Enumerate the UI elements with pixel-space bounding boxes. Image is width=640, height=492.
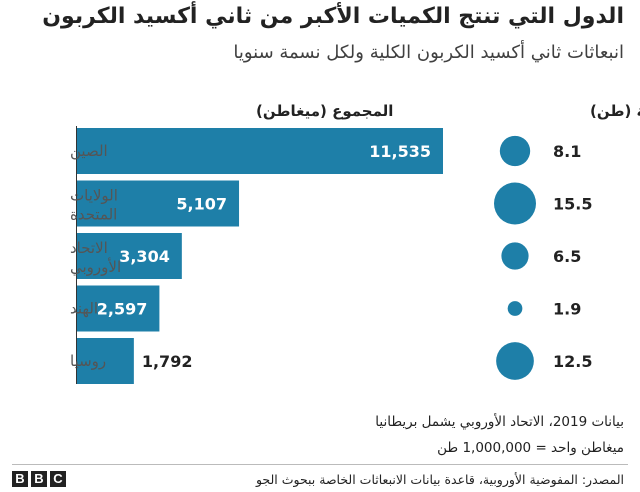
per-capita-value-label: 8.1 [553, 142, 581, 161]
logo-letter: C [50, 471, 66, 487]
bar [77, 233, 182, 279]
per-capita-bubble [496, 342, 534, 380]
logo-letter: B [31, 471, 47, 487]
footnote-unit: ميغاطن واحد = 1,000,000 طن [437, 440, 624, 456]
per-capita-bubble [507, 301, 523, 316]
per-capita-value-label: 15.5 [553, 195, 592, 214]
category-label: الاتحاد الأوروبي [70, 239, 121, 277]
bar [77, 128, 443, 174]
bar [77, 285, 160, 332]
source-note: المصدر: المفوضية الأوروبية، قاعدة بيانات… [255, 472, 624, 487]
bar [77, 180, 240, 227]
per-capita-bubble [499, 135, 531, 167]
per-capita-value-label: 12.5 [553, 352, 592, 371]
logo-letter: B [12, 471, 28, 487]
total-column-header: المجموع (ميغاطن) [256, 102, 393, 120]
bar-value-label: 5,107 [176, 195, 227, 214]
per-capita-column-header: لكل نسمة (طن) [590, 102, 640, 120]
bbc-logo: B B C [12, 471, 66, 487]
per-capita-value-label: 1.9 [553, 300, 581, 319]
per-capita-value-label: 6.5 [553, 247, 581, 266]
footnote-data-year: بيانات 2019، الاتحاد الأوروبي يشمل بريطا… [375, 414, 624, 430]
category-label: الولايات المتحدة [70, 187, 118, 224]
per-capita-bubble [494, 182, 536, 225]
bar-value-label: 3,304 [119, 247, 170, 266]
chart-subtitle: انبعاثات ثاني أكسيد الكربون الكلية ولكل … [233, 42, 624, 63]
category-label: الهند [70, 300, 98, 318]
category-label: روسيا [70, 352, 106, 370]
bar-value-label: 11,535 [369, 142, 431, 161]
category-label: الصين [70, 142, 108, 160]
per-capita-bubble [501, 242, 529, 270]
bar [77, 338, 134, 384]
bar-value-label: 2,597 [97, 300, 148, 319]
chart-title: الدول التي تنتج الكميات الأكبر من ثاني أ… [42, 4, 624, 29]
footer-divider [12, 464, 628, 465]
bar-value-label: 1,792 [142, 352, 193, 371]
